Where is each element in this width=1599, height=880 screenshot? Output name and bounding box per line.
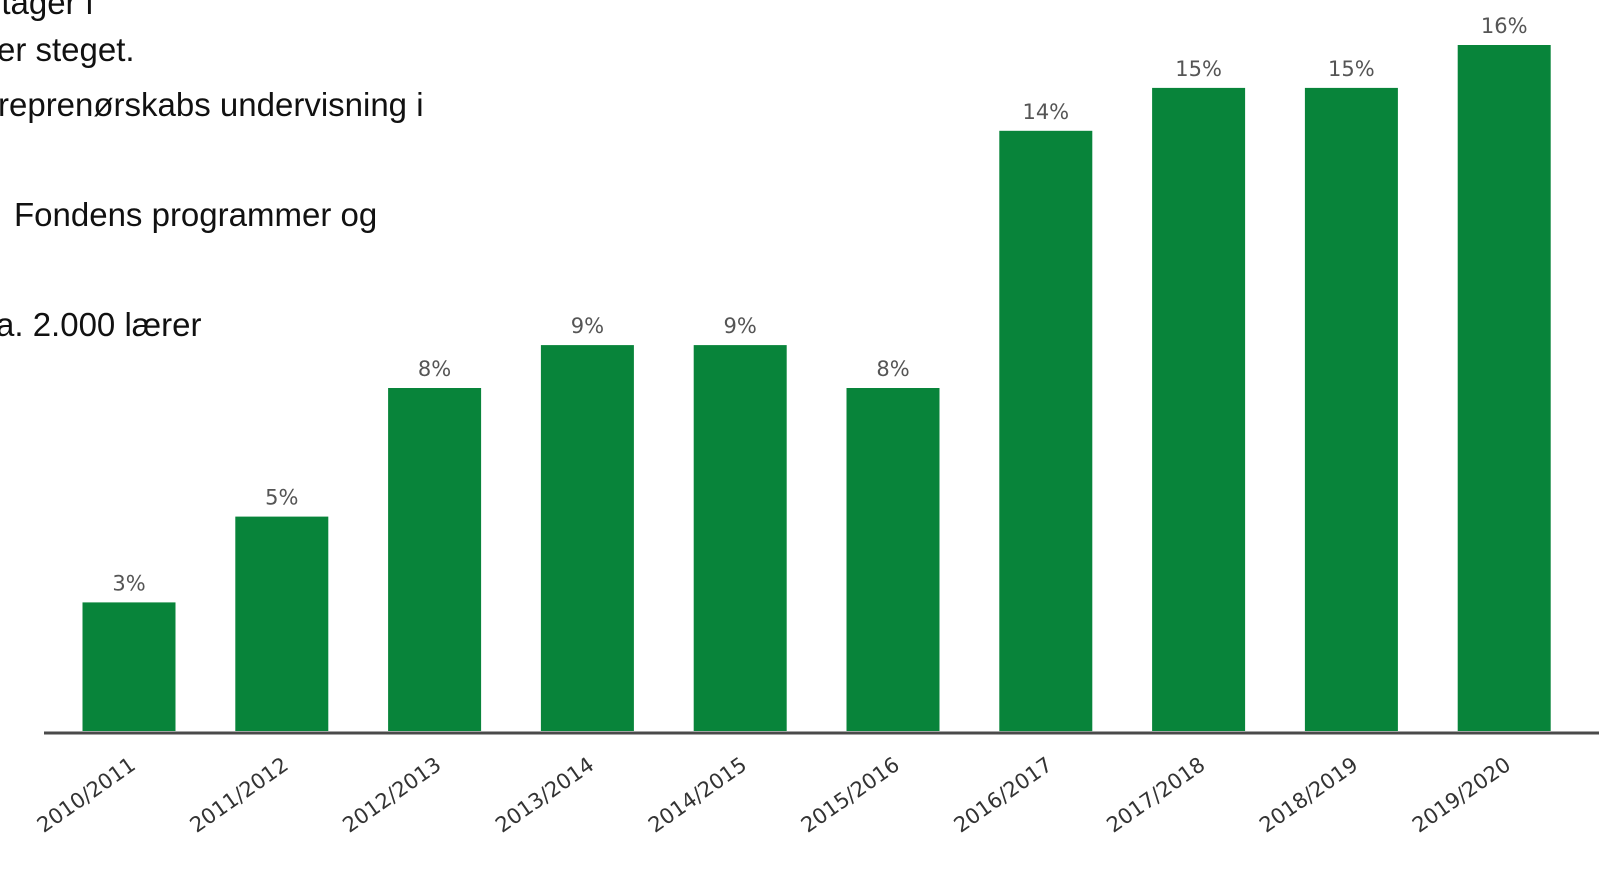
bars — [82, 45, 1551, 732]
bar-value-label: 9% — [724, 314, 757, 338]
bar-2012-2013 — [388, 388, 482, 731]
x-tick-label: 2014/2015 — [644, 752, 751, 837]
slide-text-line-2: er steget. — [0, 31, 135, 68]
x-tick-label: 2019/2020 — [1408, 752, 1515, 837]
bar-value-label: 15% — [1175, 57, 1222, 81]
x-tick-label: 2011/2012 — [186, 752, 293, 837]
x-tick-label: 2015/2016 — [797, 752, 904, 837]
bar-2015-2016 — [846, 388, 940, 731]
slide-text-line-4: Fondens programmer og — [14, 196, 378, 233]
bar-value-label: 8% — [418, 357, 451, 381]
x-tick-label: 2012/2013 — [338, 752, 445, 837]
bar-value-label: 9% — [571, 314, 604, 338]
x-tick-label: 2016/2017 — [950, 752, 1057, 837]
slide-text-line-3: reprenørskabs undervisning i — [0, 86, 424, 123]
value-labels: 3% 5% 8% 9% 9% 8% 14% 15% 15% 16% — [112, 14, 1527, 595]
bar-2011-2012 — [235, 516, 329, 731]
x-tick-label: 2013/2014 — [491, 752, 598, 837]
bar-value-label: 14% — [1022, 100, 1069, 124]
x-tick-label: 2010/2011 — [33, 752, 140, 837]
slide-text-line-5: a. 2.000 lærer — [0, 306, 202, 343]
bar-value-label: 16% — [1481, 14, 1528, 38]
x-tick-label: 2017/2018 — [1102, 752, 1209, 837]
x-tick-label: 2018/2019 — [1255, 752, 1362, 837]
bar-value-label: 15% — [1328, 57, 1375, 81]
bar-2019-2020 — [1457, 45, 1551, 731]
bar-2016-2017 — [999, 130, 1093, 732]
bar-value-label: 5% — [265, 486, 298, 510]
bar-2018-2019 — [1304, 87, 1398, 731]
bar-2017-2018 — [1152, 87, 1246, 731]
slide-text-line-1: itager i — [0, 0, 94, 21]
bar-2014-2015 — [693, 345, 787, 731]
bar-2010-2011 — [82, 602, 176, 731]
bar-value-label: 3% — [112, 571, 145, 595]
bar-value-label: 8% — [876, 357, 909, 381]
x-tick-labels: 2010/2011 2011/2012 2012/2013 2013/2014 2014… — [33, 752, 1515, 837]
bar-2013-2014 — [540, 345, 634, 731]
